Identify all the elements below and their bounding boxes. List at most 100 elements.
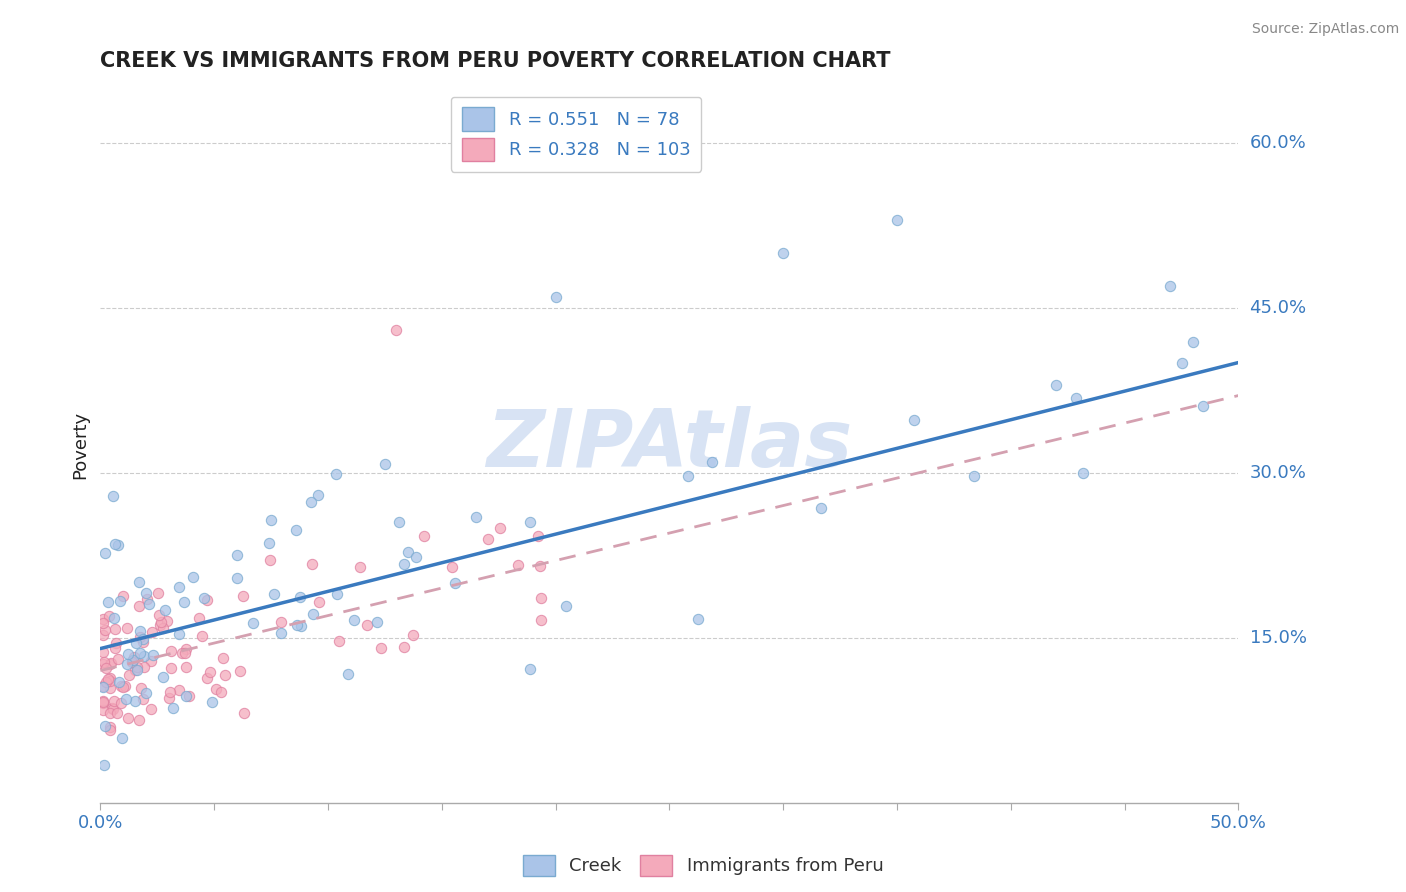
- Point: [142, 648, 165, 663]
- Point: [91, 680, 114, 694]
- Point: [129, 624, 152, 639]
- Text: 15.0%: 15.0%: [1250, 629, 1306, 647]
- Point: [413, 529, 436, 543]
- Point: [107, 538, 129, 552]
- Point: [134, 649, 156, 664]
- Point: [127, 664, 149, 678]
- Point: [141, 625, 163, 640]
- Point: [104, 640, 127, 655]
- Point: [204, 681, 226, 696]
- Point: [530, 613, 553, 627]
- Point: [963, 469, 986, 483]
- Point: [396, 544, 419, 558]
- Point: [107, 674, 129, 689]
- Point: [91, 694, 114, 708]
- Point: [225, 571, 247, 585]
- Point: [530, 591, 553, 606]
- Point: [103, 611, 125, 625]
- Point: [141, 654, 163, 668]
- Point: [124, 663, 146, 677]
- Point: [138, 597, 160, 611]
- Point: [156, 615, 179, 629]
- Point: [290, 619, 312, 633]
- Point: [111, 731, 134, 746]
- Point: [101, 701, 124, 715]
- Point: [160, 644, 183, 658]
- Point: [91, 612, 114, 626]
- Point: [388, 515, 411, 529]
- Point: [103, 489, 125, 503]
- Point: [94, 624, 117, 638]
- Point: [135, 586, 157, 600]
- Point: [98, 681, 121, 695]
- Point: [307, 488, 329, 502]
- Point: [128, 713, 150, 727]
- Point: [188, 611, 211, 625]
- Point: [392, 557, 415, 571]
- Point: [152, 621, 174, 635]
- Point: [200, 665, 222, 679]
- Point: [302, 607, 325, 621]
- Point: [132, 691, 155, 706]
- Y-axis label: Poverty: Poverty: [72, 411, 89, 479]
- Point: [153, 603, 176, 617]
- Point: [172, 646, 194, 660]
- Point: [150, 615, 173, 629]
- Point: [105, 706, 128, 721]
- Point: [903, 413, 925, 427]
- Point: [259, 553, 281, 567]
- Point: [401, 628, 423, 642]
- Point: [374, 457, 396, 471]
- Point: [886, 212, 908, 227]
- Point: [263, 587, 285, 601]
- Point: [301, 557, 323, 571]
- Point: [128, 574, 150, 589]
- Point: [110, 679, 132, 693]
- Point: [370, 640, 392, 655]
- Point: [1045, 377, 1067, 392]
- Point: [1181, 334, 1204, 349]
- Point: [94, 719, 117, 733]
- Point: [129, 631, 152, 645]
- Point: [114, 679, 136, 693]
- Point: [555, 599, 578, 613]
- Point: [93, 655, 115, 669]
- Point: [118, 668, 141, 682]
- Point: [117, 648, 139, 662]
- Point: [152, 670, 174, 684]
- Text: 30.0%: 30.0%: [1250, 464, 1306, 482]
- Point: [100, 657, 122, 672]
- Text: 45.0%: 45.0%: [1250, 299, 1306, 317]
- Point: [94, 661, 117, 675]
- Point: [191, 629, 214, 643]
- Point: [91, 695, 114, 709]
- Point: [285, 618, 308, 632]
- Point: [131, 632, 153, 646]
- Point: [97, 672, 120, 686]
- Point: [132, 635, 155, 649]
- Point: [91, 680, 114, 694]
- Point: [228, 664, 250, 678]
- Point: [132, 659, 155, 673]
- Point: [107, 652, 129, 666]
- Point: [772, 245, 794, 260]
- Point: [167, 683, 190, 698]
- Point: [544, 289, 567, 303]
- Text: CREEK VS IMMIGRANTS FROM PERU POVERTY CORRELATION CHART: CREEK VS IMMIGRANTS FROM PERU POVERTY CO…: [100, 51, 891, 70]
- Point: [97, 595, 120, 609]
- Point: [98, 671, 121, 685]
- Point: [214, 667, 236, 681]
- Legend: Creek, Immigrants from Peru: Creek, Immigrants from Peru: [516, 847, 890, 883]
- Point: [308, 594, 330, 608]
- Point: [328, 634, 350, 648]
- Point: [288, 590, 311, 604]
- Point: [1191, 399, 1213, 413]
- Point: [385, 322, 408, 336]
- Point: [174, 641, 197, 656]
- Point: [176, 690, 198, 704]
- Point: [93, 758, 115, 772]
- Point: [91, 703, 114, 717]
- Point: [356, 617, 378, 632]
- Point: [104, 622, 127, 636]
- Point: [686, 612, 709, 626]
